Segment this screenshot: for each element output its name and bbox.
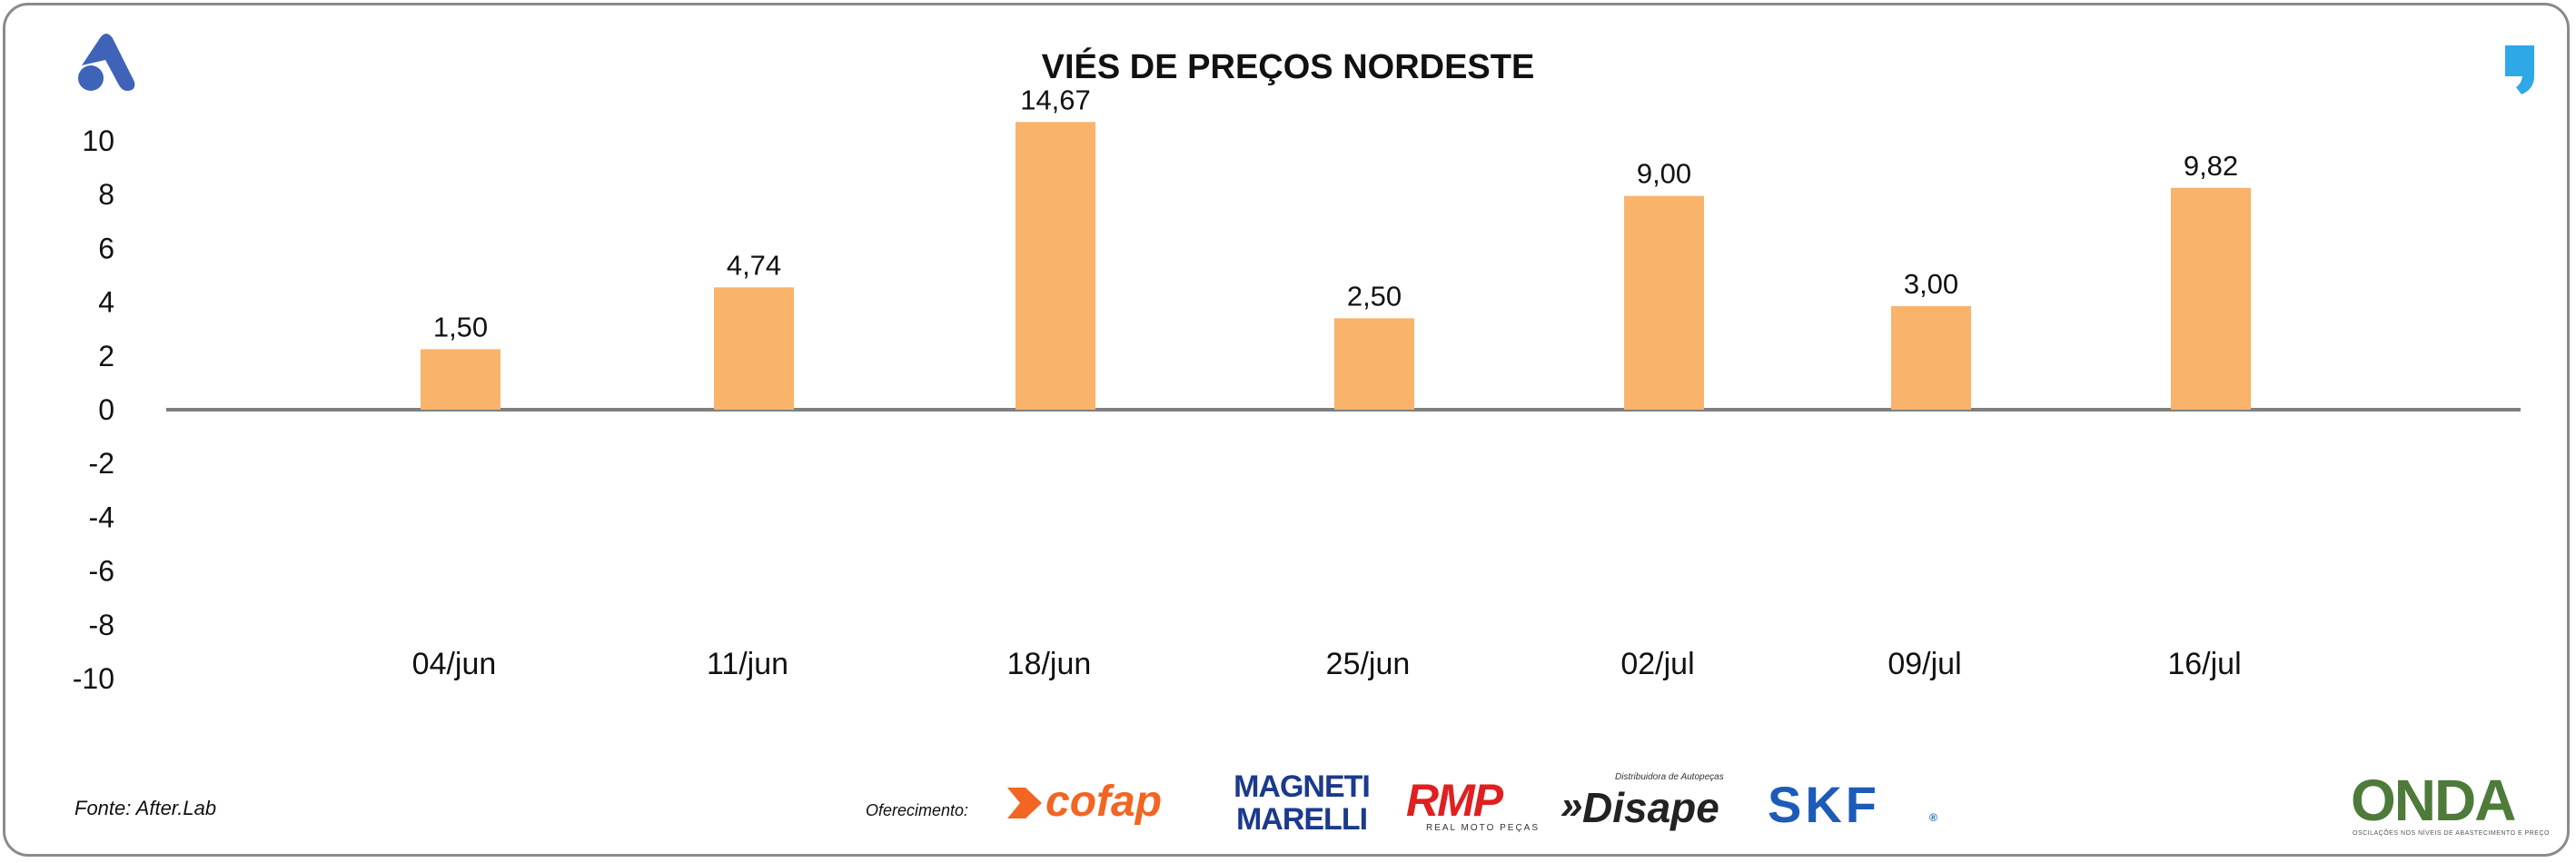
data-label: 2,50	[1347, 280, 1402, 312]
disape-wordmark: Disape	[1582, 784, 1719, 831]
x-tick-label: 25/jun	[1326, 647, 1411, 681]
rmp-subtitle: REAL MOTO PEÇAS	[1426, 823, 1541, 833]
y-tick-label: 2	[98, 340, 114, 372]
chart-frame	[3, 3, 2570, 857]
bar-02-jul	[1624, 195, 1704, 410]
bar-25-jun	[1334, 318, 1414, 410]
bar-09-jul	[1891, 306, 1971, 410]
data-label: 14,67	[1020, 84, 1091, 115]
sponsor-label: Oferecimento:	[866, 801, 969, 819]
cofap-mark-icon	[1007, 788, 1042, 818]
y-tick-label: 6	[98, 232, 114, 264]
disape-arrows-icon: »	[1560, 783, 1583, 828]
cofap-wordmark: cofap	[1045, 778, 1163, 826]
bar-18-jun	[1016, 122, 1095, 410]
x-axis: 04/jun 11/jun 18/jun 25/jun 02/jul 09/jul 16/j…	[412, 647, 2242, 681]
onda-subtitle: OSCILAÇÕES NOS NÍVEIS DE ABASTECIMENTO E…	[2353, 830, 2550, 837]
y-tick-label: -2	[89, 447, 114, 480]
quote-icon	[2505, 45, 2534, 94]
data-label: 3,00	[1904, 268, 1958, 300]
data-label: 9,00	[1637, 158, 1691, 190]
source-note: Fonte: After.Lab	[74, 797, 217, 819]
rmp-logo: RMP REAL MOTO PEÇAS	[1406, 774, 1542, 838]
x-tick-label: 16/jul	[2167, 647, 2241, 681]
y-axis: 10 8 6 4 2 0 -2 -4 -6 -8 -10	[73, 124, 114, 695]
magneti-wordmark: MAGNETI	[1234, 769, 1371, 804]
y-tick-label: 10	[82, 124, 114, 157]
y-tick-label: 4	[98, 286, 114, 319]
data-labels: 1,50 4,74 14,67 2,50 9,00 3,00 9,82	[433, 84, 2238, 342]
after-lab-logo-icon	[78, 34, 135, 91]
disape-logo: Distribuidora de Autopeças » Disape	[1560, 772, 1742, 836]
bars	[421, 122, 2251, 410]
x-tick-label: 11/jun	[707, 647, 788, 681]
x-tick-label: 04/jun	[412, 647, 497, 681]
marelli-wordmark: MARELLI	[1235, 802, 1368, 837]
disape-subtitle: Distribuidora de Autopeças	[1615, 772, 1724, 782]
onda-logo: ONDA OSCILAÇÕES NOS NÍVEIS DE ABASTECIME…	[2351, 767, 2549, 839]
bar-16-jul	[2171, 187, 2251, 410]
onda-wordmark: ONDA	[2351, 768, 2516, 833]
x-tick-label: 09/jul	[1887, 647, 1961, 681]
skf-wordmark: SKF	[1768, 776, 1880, 833]
x-tick-label: 02/jul	[1620, 647, 1694, 681]
data-label: 4,74	[727, 249, 781, 281]
y-tick-label: 0	[98, 393, 114, 426]
y-tick-label: -4	[89, 501, 114, 533]
y-tick-label: -8	[89, 609, 114, 641]
bar-11-jun	[714, 287, 794, 410]
x-tick-label: 18/jun	[1007, 647, 1092, 681]
registered-icon: ®	[1929, 811, 1937, 824]
y-tick-label: -10	[73, 662, 114, 695]
bar-04-jun	[421, 349, 500, 410]
cofap-logo: cofap	[1002, 777, 1211, 831]
rmp-wordmark: RMP	[1406, 775, 1503, 826]
y-tick-label: -6	[89, 555, 114, 588]
data-label: 1,50	[433, 311, 488, 342]
chart-title: VIÉS DE PREÇOS NORDESTE	[1042, 46, 1535, 86]
skf-logo: SKF ®	[1768, 775, 1940, 833]
data-label: 9,82	[2184, 150, 2238, 182]
magneti-marelli-logo: MAGNETI MARELLI	[1234, 769, 1371, 841]
y-tick-label: 8	[98, 178, 114, 211]
